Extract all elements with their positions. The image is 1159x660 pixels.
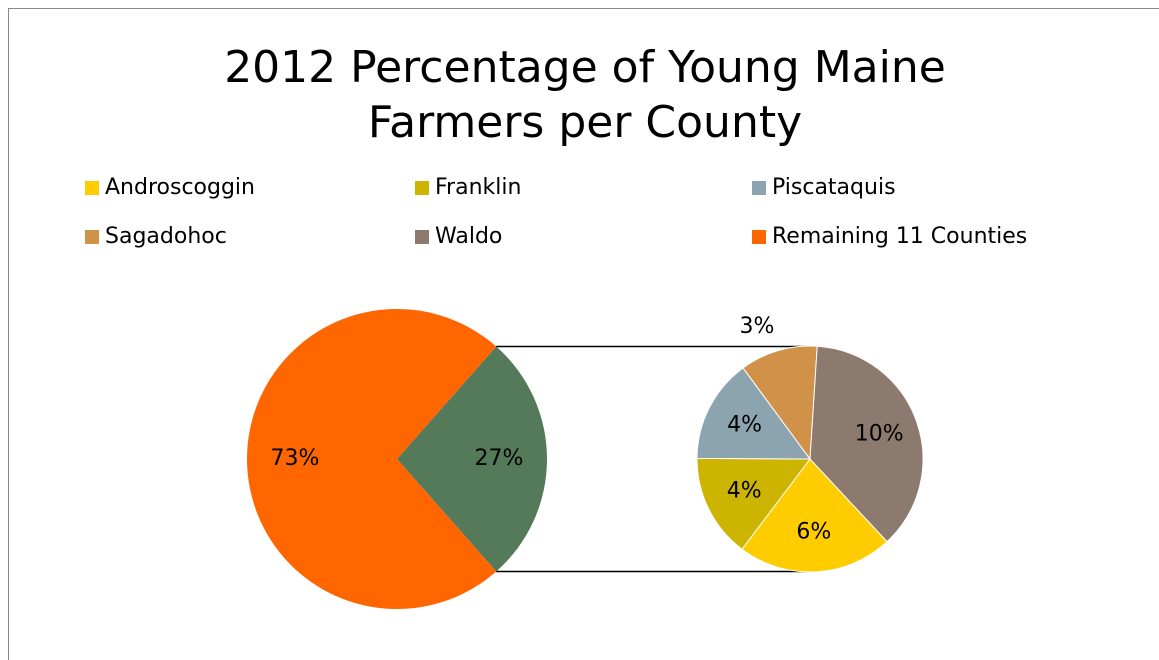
legend-swatch bbox=[85, 230, 99, 244]
data-label: 3% bbox=[740, 314, 775, 339]
legend-swatch bbox=[85, 181, 99, 195]
data-label: 6% bbox=[796, 519, 831, 544]
legend-swatch bbox=[752, 181, 766, 195]
pie-slice bbox=[696, 457, 811, 550]
legend-label: Franklin bbox=[435, 175, 521, 200]
chart-border bbox=[8, 8, 1159, 660]
data-label: 27% bbox=[475, 446, 524, 471]
legend-swatch bbox=[752, 230, 766, 244]
data-label: 10% bbox=[855, 421, 904, 446]
data-label: 73% bbox=[271, 446, 320, 471]
legend-label: Remaining 11 Counties bbox=[772, 224, 1027, 249]
legend-swatch bbox=[415, 230, 429, 244]
chart-title: 2012 Percentage of Young Maine bbox=[224, 42, 946, 93]
pie-slice bbox=[247, 309, 497, 609]
legend-label: Sagadohoc bbox=[105, 224, 227, 249]
legend-label: Piscataquis bbox=[772, 175, 896, 200]
legend-label: Androscoggin bbox=[105, 175, 255, 200]
pie-slice bbox=[397, 346, 547, 572]
legend-label: Waldo bbox=[435, 224, 502, 249]
data-label: 4% bbox=[727, 479, 762, 504]
legend-swatch bbox=[415, 181, 429, 195]
pie-slice bbox=[742, 345, 818, 461]
chart-title: Farmers per County bbox=[368, 97, 802, 148]
pie-slice bbox=[696, 367, 811, 460]
pie-slice bbox=[809, 345, 924, 543]
pie-slice bbox=[741, 458, 888, 573]
data-label: 4% bbox=[727, 413, 762, 438]
